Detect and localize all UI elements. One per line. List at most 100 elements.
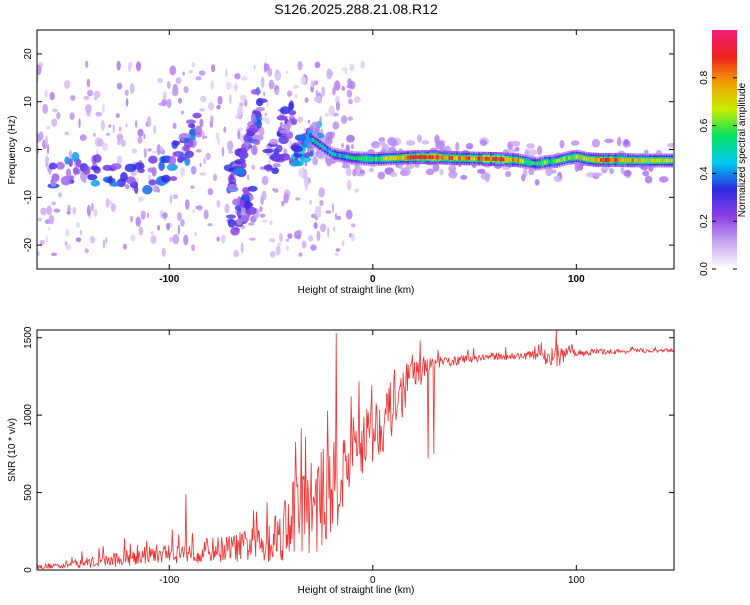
spectral-blob bbox=[255, 107, 266, 112]
ridge-segment bbox=[543, 160, 546, 165]
ridge-segment bbox=[392, 156, 395, 161]
spectral-blob bbox=[125, 123, 128, 128]
spectral-blob bbox=[147, 167, 156, 173]
ridge-segment bbox=[367, 156, 371, 161]
spectral-blob bbox=[187, 123, 196, 129]
spectral-blob bbox=[249, 237, 256, 241]
spectral-blob bbox=[51, 118, 58, 127]
spectral-blob bbox=[326, 158, 332, 167]
spectral-blob bbox=[251, 164, 256, 171]
y-tick-label: 500 bbox=[23, 484, 34, 501]
spectral-blob bbox=[263, 164, 273, 171]
spectral-blob bbox=[134, 120, 138, 128]
spectral-blob bbox=[335, 101, 340, 111]
spectral-blob bbox=[377, 171, 386, 180]
spectral-blob bbox=[185, 199, 190, 210]
ridge-segment bbox=[446, 155, 449, 160]
spectral-blob bbox=[252, 146, 258, 155]
x-tick-label: 100 bbox=[568, 274, 585, 285]
spectral-blob bbox=[257, 98, 268, 104]
spectral-blob bbox=[256, 119, 262, 129]
spectral-blob bbox=[180, 167, 185, 177]
spectral-blob bbox=[313, 222, 318, 230]
spectral-blob bbox=[46, 205, 53, 216]
ridge-segment bbox=[604, 158, 608, 163]
spectral-blob bbox=[105, 198, 110, 208]
ridge-segment bbox=[617, 158, 620, 163]
ridge-segment bbox=[468, 156, 471, 161]
spectral-blob bbox=[259, 206, 263, 213]
spectral-blob bbox=[94, 96, 97, 101]
spectrogram-background bbox=[37, 30, 674, 269]
ridge-segment bbox=[475, 156, 478, 161]
x-tick-label: -100 bbox=[159, 274, 179, 285]
spectral-blob bbox=[353, 96, 361, 103]
colorbar-tick-label: 0.8 bbox=[699, 70, 710, 84]
spectral-blob bbox=[510, 140, 521, 147]
spectral-blob bbox=[168, 155, 177, 166]
ridge-segment bbox=[426, 155, 429, 160]
spectral-blob bbox=[477, 168, 486, 174]
spectral-blob bbox=[294, 93, 298, 99]
ridge-segment bbox=[573, 155, 576, 160]
ridge-segment bbox=[670, 158, 673, 163]
spectral-blob bbox=[116, 155, 123, 164]
ridge-segment bbox=[563, 156, 566, 161]
ridge-segment bbox=[492, 157, 495, 162]
spectral-blob bbox=[105, 236, 108, 244]
ridge-segment bbox=[458, 156, 461, 161]
y-tick-label: 1500 bbox=[23, 326, 34, 349]
spectral-blob bbox=[293, 153, 303, 158]
spectral-blob bbox=[455, 141, 460, 151]
spectral-blob bbox=[169, 236, 174, 243]
spectral-blob bbox=[183, 234, 189, 246]
spectral-blob bbox=[90, 179, 101, 187]
spectral-blob bbox=[281, 200, 285, 207]
spectral-blob bbox=[514, 146, 520, 152]
ridge-segment bbox=[507, 157, 510, 162]
spectral-blob bbox=[172, 194, 179, 200]
colorbar-gradient bbox=[712, 30, 737, 269]
spectral-blob bbox=[287, 233, 293, 240]
spectral-blob bbox=[350, 144, 355, 149]
ridge-segment bbox=[472, 156, 476, 161]
spectral-blob bbox=[79, 229, 83, 235]
ridge-segment bbox=[614, 158, 617, 163]
spectral-blob bbox=[236, 209, 241, 218]
spectral-blob bbox=[166, 222, 171, 231]
spectral-blob bbox=[162, 212, 168, 219]
spectral-blob bbox=[298, 168, 305, 178]
ridge-segment bbox=[399, 155, 402, 160]
spectral-blob bbox=[309, 150, 314, 157]
spectral-blob bbox=[295, 230, 302, 236]
spectral-blob bbox=[48, 162, 58, 170]
spectral-blob bbox=[176, 211, 182, 222]
colorbar-tick-label: 0.0 bbox=[699, 262, 710, 276]
spectral-blob bbox=[56, 112, 61, 120]
spectral-blob bbox=[290, 121, 297, 126]
spectral-blob bbox=[307, 119, 311, 124]
spectral-blob bbox=[185, 119, 196, 125]
spectral-blob bbox=[268, 238, 276, 243]
snr-y-label: SNR (10 * v/v) bbox=[7, 418, 18, 482]
spectral-blob bbox=[148, 155, 158, 164]
spectral-blob bbox=[315, 205, 322, 211]
ridge-segment bbox=[406, 155, 410, 160]
spectral-blob bbox=[162, 91, 167, 100]
spectral-blob bbox=[227, 218, 236, 228]
ridge-segment bbox=[365, 156, 368, 161]
spectral-blob bbox=[75, 222, 81, 229]
spectral-blob bbox=[244, 99, 248, 107]
spectral-blob bbox=[225, 81, 232, 90]
snr-series-line bbox=[36, 329, 675, 570]
ridge-segment bbox=[441, 155, 444, 160]
spectral-blob bbox=[227, 140, 234, 151]
ridge-segment bbox=[514, 157, 517, 162]
spectral-blob bbox=[200, 95, 207, 103]
spectral-blob bbox=[102, 238, 106, 250]
spectral-blob bbox=[93, 154, 102, 163]
ridge-segment bbox=[411, 155, 415, 160]
spectral-blob bbox=[172, 234, 180, 245]
snr-y-axis: 0 500 1000 1500 bbox=[23, 326, 674, 573]
